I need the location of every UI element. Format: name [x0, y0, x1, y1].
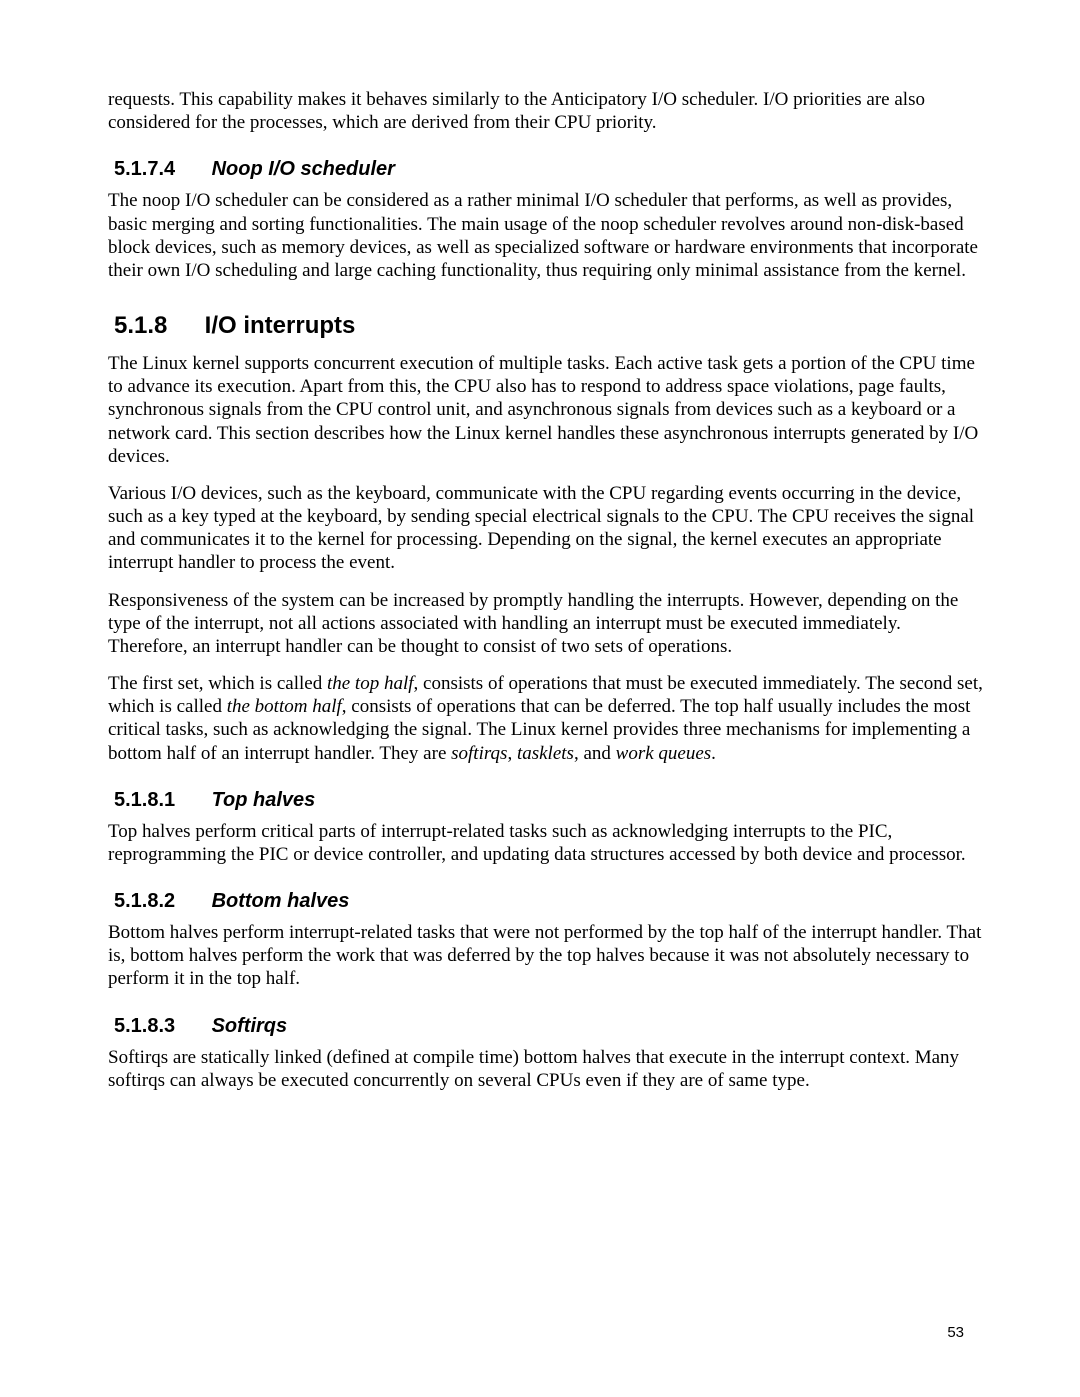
text-run: ,	[507, 743, 517, 764]
heading-number: 5.1.8.3	[114, 1015, 206, 1038]
intro-paragraph: requests. This capability makes it behav…	[108, 88, 984, 134]
heading-title: Softirqs	[212, 1015, 288, 1037]
italic-term: softirqs	[451, 743, 507, 764]
heading-5-1-8-1: 5.1.8.1 Top halves	[114, 789, 984, 812]
sec-5183-p1: Softirqs are statically linked (defined …	[108, 1046, 984, 1092]
sec-518-p3: Responsiveness of the system can be incr…	[108, 589, 984, 659]
sec-518-p2: Various I/O devices, such as the keyboar…	[108, 482, 984, 575]
page-number: 53	[947, 1324, 964, 1341]
sec-5182-p1: Bottom halves perform interrupt-related …	[108, 921, 984, 991]
heading-5-1-8: 5.1.8 I/O interrupts	[114, 312, 984, 340]
sec-5174-p1: The noop I/O scheduler can be considered…	[108, 189, 984, 282]
italic-term: the top half	[327, 673, 414, 694]
italic-term: the bottom half	[227, 696, 342, 717]
heading-number: 5.1.8.1	[114, 789, 206, 812]
text-run: .	[711, 743, 716, 764]
sec-518-p4: The first set, which is called the top h…	[108, 672, 984, 765]
heading-number: 5.1.8.2	[114, 890, 206, 913]
heading-title: I/O interrupts	[205, 312, 356, 339]
italic-term: tasklets	[517, 743, 574, 764]
sec-5181-p1: Top halves perform critical parts of int…	[108, 820, 984, 866]
heading-5-1-8-3: 5.1.8.3 Softirqs	[114, 1015, 984, 1038]
heading-5-1-7-4: 5.1.7.4 Noop I/O scheduler	[114, 158, 984, 181]
heading-title: Noop I/O scheduler	[212, 158, 395, 180]
heading-number: 5.1.7.4	[114, 158, 206, 181]
heading-number: 5.1.8	[114, 312, 198, 340]
sec-518-p1: The Linux kernel supports concurrent exe…	[108, 352, 984, 468]
text-run: The first set, which is called	[108, 673, 327, 694]
heading-5-1-8-2: 5.1.8.2 Bottom halves	[114, 890, 984, 913]
italic-term: work queues	[616, 743, 712, 764]
text-run: , and	[574, 743, 616, 764]
document-page: requests. This capability makes it behav…	[0, 0, 1080, 1397]
heading-title: Bottom halves	[212, 890, 350, 912]
heading-title: Top halves	[212, 789, 316, 811]
